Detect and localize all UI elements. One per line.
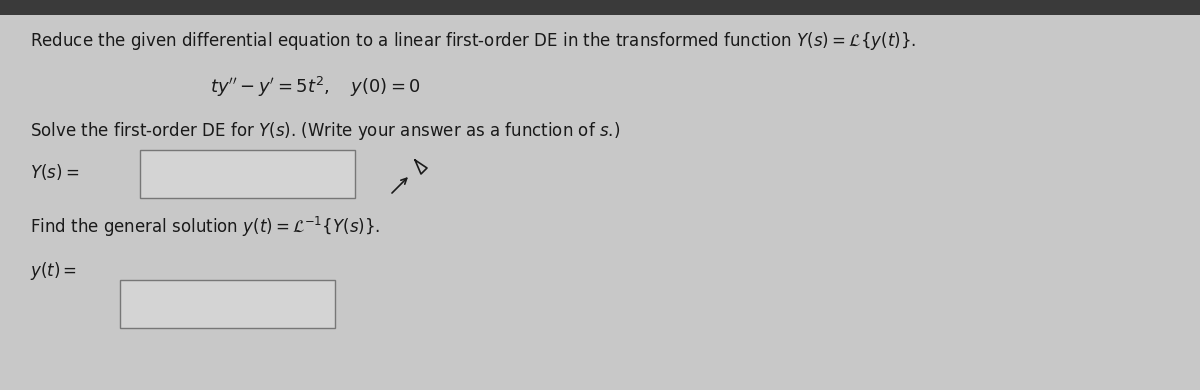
Text: $Y(s) =$: $Y(s) =$ [30, 162, 79, 182]
FancyBboxPatch shape [120, 280, 335, 328]
FancyBboxPatch shape [140, 150, 355, 198]
Text: Solve the first-order DE for $Y(s)$. (Write your answer as a function of $s$.): Solve the first-order DE for $Y(s)$. (Wr… [30, 120, 620, 142]
Text: Reduce the given differential equation to a linear first-order DE in the transfo: Reduce the given differential equation t… [30, 30, 917, 52]
Text: $ty'' - y' = 5t^2, \quad y(0) = 0$: $ty'' - y' = 5t^2, \quad y(0) = 0$ [210, 75, 421, 99]
Text: $y(t) =$: $y(t) =$ [30, 260, 77, 282]
FancyBboxPatch shape [0, 0, 1200, 15]
Text: Find the general solution $y(t) = \mathcal{L}^{-1}\{Y(s)\}$.: Find the general solution $y(t) = \mathc… [30, 215, 380, 239]
